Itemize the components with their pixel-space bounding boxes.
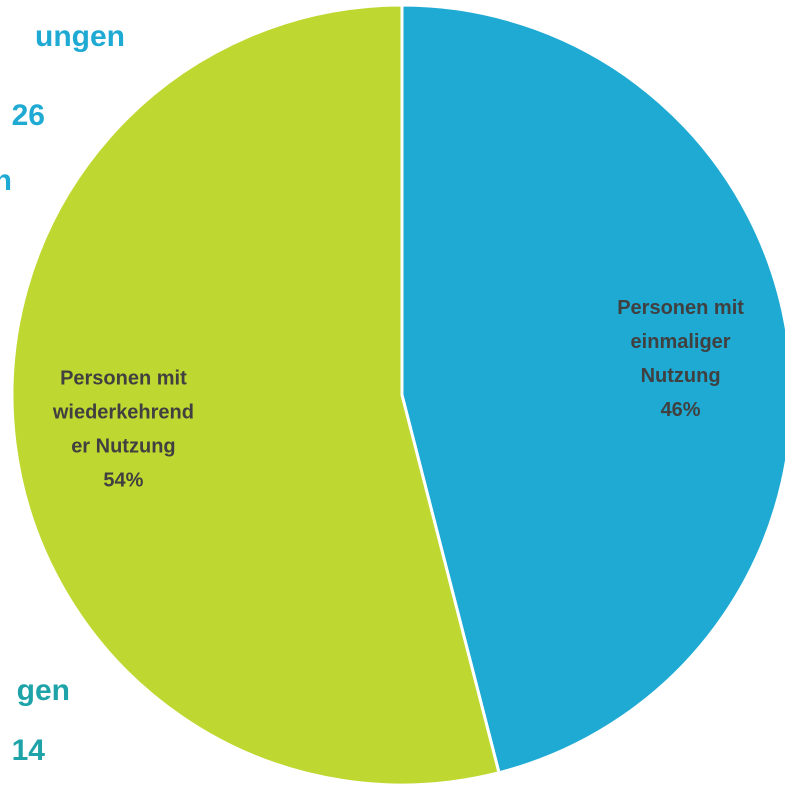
annotation: 26 bbox=[12, 99, 45, 132]
pie-slice bbox=[400, 3, 785, 775]
slice-value-label: 46% bbox=[661, 399, 701, 421]
annotation: n bbox=[0, 164, 12, 197]
annotation: gen bbox=[17, 674, 70, 707]
slice-label: er Nutzung bbox=[71, 435, 175, 457]
slice-value-label: 54% bbox=[103, 469, 143, 491]
slice-label: Personen mit bbox=[60, 367, 187, 389]
slice-label: einmaliger bbox=[631, 331, 731, 353]
slice-label: wiederkehrend bbox=[52, 401, 194, 423]
pie-slice bbox=[10, 3, 501, 787]
annotation: 14 bbox=[12, 734, 46, 767]
slice-label: Nutzung bbox=[641, 365, 721, 387]
annotation: ungen bbox=[35, 20, 125, 53]
slice-label: Personen mit bbox=[617, 297, 744, 319]
